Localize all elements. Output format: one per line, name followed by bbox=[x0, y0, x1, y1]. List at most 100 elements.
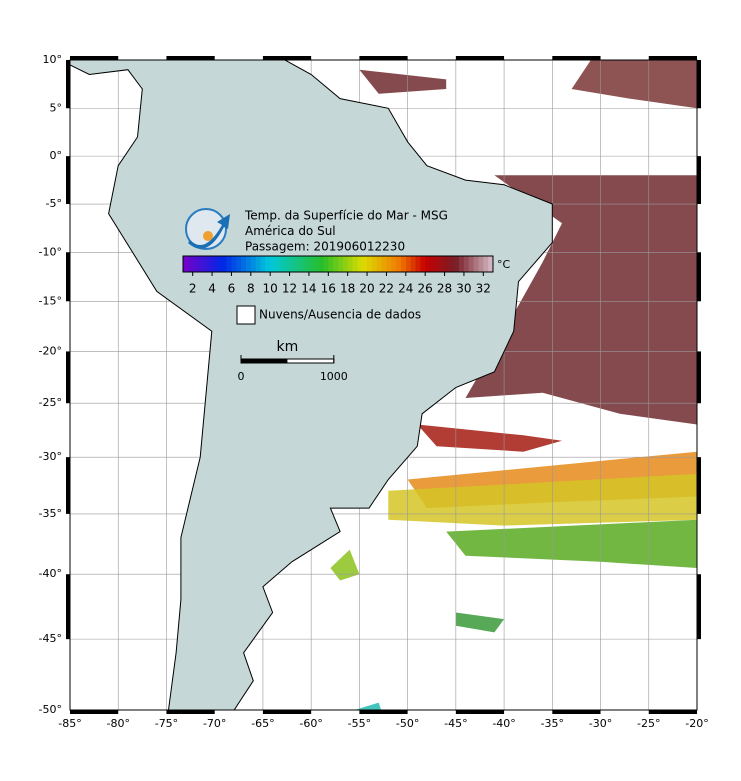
frame-bar bbox=[66, 252, 70, 302]
colorbar-segment bbox=[255, 256, 261, 272]
colorbar-segment bbox=[376, 256, 383, 272]
colorbar-segment bbox=[396, 256, 402, 272]
colorbar-segment bbox=[347, 256, 354, 272]
frame-bar bbox=[697, 156, 701, 205]
colorbar-segment bbox=[463, 256, 470, 272]
colorbar-segment bbox=[245, 256, 252, 272]
scale-tick-label: 1000 bbox=[320, 370, 348, 383]
frame-bar bbox=[359, 710, 408, 714]
frame-bar bbox=[166, 56, 215, 60]
lat-tick-label: -35° bbox=[39, 507, 62, 520]
frame-bar bbox=[552, 56, 601, 60]
colorbar-segment bbox=[318, 256, 324, 272]
frame-bar bbox=[552, 710, 601, 714]
colorbar-frame bbox=[182, 255, 494, 273]
colorbar-segment bbox=[207, 256, 213, 272]
colorbar-segment bbox=[391, 256, 397, 272]
overlay: -85° -80° -75° -70° -65° -60° -55° -50° -45° -40°… bbox=[39, 53, 709, 730]
colorbar-segment bbox=[449, 256, 455, 272]
frame-bar bbox=[697, 60, 701, 109]
title-line: América do Sul bbox=[245, 224, 336, 238]
colorbar-segment bbox=[488, 256, 494, 272]
colorbar-segment bbox=[405, 256, 412, 272]
colorbar-segment bbox=[352, 256, 358, 272]
logo-sun bbox=[203, 231, 213, 241]
lon-tick-label: -75° bbox=[155, 717, 178, 730]
colorbar-segment bbox=[478, 256, 484, 272]
colorbar-segment bbox=[270, 256, 276, 272]
colorbar-segment bbox=[410, 256, 416, 272]
colorbar-unit: °C bbox=[497, 258, 511, 271]
colorbar-tick-label: 32 bbox=[476, 282, 491, 296]
scale-tick-label: 0 bbox=[238, 370, 245, 383]
frame-bar bbox=[262, 710, 312, 714]
frame-bar bbox=[166, 710, 215, 714]
colorbar-segment bbox=[333, 256, 339, 272]
colorbar-segment bbox=[400, 256, 407, 272]
colorbar-segment bbox=[313, 256, 320, 272]
colorbar-segment bbox=[483, 256, 489, 272]
colorbar-segment bbox=[342, 256, 349, 272]
colorbar-segment bbox=[386, 256, 392, 272]
colorbar-tick-label: 6 bbox=[228, 282, 236, 296]
colorbar-tick-label: 22 bbox=[379, 282, 394, 296]
lon-tick-label: -65° bbox=[251, 717, 274, 730]
legend-swatch bbox=[236, 305, 256, 325]
colorbar-segment bbox=[473, 256, 479, 272]
logo-arrow bbox=[188, 214, 230, 249]
title-line: Passagem: 201906012230 bbox=[245, 240, 405, 254]
colorbar-segment bbox=[299, 256, 305, 272]
colorbar-segment bbox=[202, 256, 208, 272]
lon-tick-label: -30° bbox=[589, 717, 612, 730]
frame-bar bbox=[66, 457, 70, 514]
lon-tick-label: -55° bbox=[348, 717, 371, 730]
frame-bar bbox=[66, 60, 70, 109]
colorbar-segment bbox=[183, 256, 189, 272]
lon-tick-label: -80° bbox=[106, 717, 129, 730]
colorbar-segment bbox=[212, 256, 218, 272]
colorbar-segment bbox=[357, 256, 363, 272]
colorbar-segment bbox=[226, 256, 232, 272]
lat-tick-label: 10° bbox=[43, 53, 63, 66]
colorbar-segment bbox=[444, 256, 450, 272]
colorbar-segment bbox=[236, 256, 242, 272]
lat-tick-label: -5° bbox=[46, 197, 62, 210]
sst-patch bbox=[330, 549, 360, 581]
frame-bar bbox=[66, 574, 70, 640]
lat-tick-label: -40° bbox=[39, 567, 62, 580]
colorbar-tick-label: 2 bbox=[189, 282, 197, 296]
colorbar-segment bbox=[362, 256, 368, 272]
colorbar-tick-label: 14 bbox=[301, 282, 316, 296]
colorbar-tick-label: 4 bbox=[208, 282, 216, 296]
sst-patch bbox=[571, 60, 697, 109]
colorbar-segment bbox=[294, 256, 300, 272]
frame-bar bbox=[697, 457, 701, 514]
colorbar-segment bbox=[192, 256, 199, 272]
lon-tick-label: -35° bbox=[541, 717, 564, 730]
colorbar-segment bbox=[338, 256, 344, 272]
frame-bar bbox=[648, 710, 697, 714]
lon-tick-label: -40° bbox=[492, 717, 515, 730]
colorbar-segment bbox=[434, 256, 441, 272]
colorbar-segment bbox=[420, 256, 426, 272]
scale-bar-fill bbox=[241, 359, 288, 363]
colorbar-segment bbox=[304, 256, 310, 272]
lat-tick-label: -50° bbox=[39, 703, 62, 716]
colorbar-tick-label: 30 bbox=[456, 282, 471, 296]
sst-patch bbox=[388, 473, 697, 526]
lon-tick-label: -45° bbox=[444, 717, 467, 730]
frame-bar bbox=[648, 56, 697, 60]
colorbar-segment bbox=[308, 256, 315, 272]
colorbar-segment bbox=[197, 256, 203, 272]
colorbar-segment bbox=[430, 256, 436, 272]
lat-tick-label: -25° bbox=[39, 396, 62, 409]
colorbar-tick-label: 18 bbox=[340, 282, 355, 296]
colorbar-segment bbox=[468, 256, 475, 272]
colorbar-segment bbox=[279, 256, 286, 272]
title-line: Temp. da Superfície do Mar - MSG bbox=[244, 209, 448, 223]
colorbar-segment bbox=[439, 256, 446, 272]
lon-tick-label: -25° bbox=[637, 717, 660, 730]
colorbar-segment bbox=[260, 256, 266, 272]
colorbar-segment bbox=[187, 256, 194, 272]
colorbar-tick-label: 10 bbox=[263, 282, 278, 296]
